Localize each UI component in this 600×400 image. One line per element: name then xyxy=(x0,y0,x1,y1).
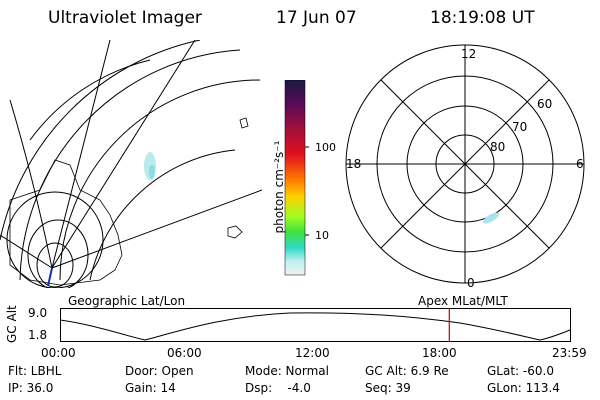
glat-info: GLat: -60.0 xyxy=(487,364,554,378)
x-tick-0000: 00:00 xyxy=(41,346,76,360)
date-label: 17 Jun 07 xyxy=(276,8,357,28)
lat-label-60: 60 xyxy=(537,97,553,111)
lat-label-80: 80 xyxy=(490,140,506,154)
mlt-label-6: 6 xyxy=(576,157,584,171)
gc-alt-tick-1-8: 1.8 xyxy=(28,328,48,342)
colorbar-tick-10: 10 xyxy=(315,229,329,242)
gain-info: Gain: 14 xyxy=(125,381,176,395)
gc-alt-info: GC Alt: 6.9 Re xyxy=(365,364,449,378)
lat-label-70: 70 xyxy=(512,120,528,134)
seq-info: Seq: 39 xyxy=(365,381,411,395)
ip-info: IP: 36.0 xyxy=(8,381,54,395)
instrument-title: Ultraviolet Imager xyxy=(48,8,202,28)
mode-info: Mode: Normal xyxy=(245,364,329,378)
x-tick-2359: 23:59 xyxy=(552,346,587,360)
dsp-info: Dsp: -4.0 xyxy=(245,381,311,395)
gc-alt-tick-9: 9.0 xyxy=(28,306,48,320)
apex-mlat-title: Apex MLat/MLT xyxy=(418,294,508,308)
geographic-latlon-title: Geographic Lat/Lon xyxy=(68,294,186,308)
geographic-map xyxy=(0,40,262,288)
colorbar xyxy=(284,80,309,276)
mlt-label-0: 0 xyxy=(467,276,475,290)
glon-info: GLon: 113.4 xyxy=(487,381,560,395)
polar-mlt-plot xyxy=(345,44,585,284)
gc-alt-axis-label: GC Alt xyxy=(5,305,19,343)
x-tick-0600: 06:00 xyxy=(167,346,202,360)
altitude-strip xyxy=(60,308,571,342)
x-tick-1200: 12:00 xyxy=(295,346,330,360)
door-info: Door: Open xyxy=(125,364,194,378)
filter-info: Flt: LBHL xyxy=(8,364,62,378)
mlt-label-12: 12 xyxy=(461,47,477,61)
x-tick-1800: 18:00 xyxy=(422,346,457,360)
mlt-label-18: 18 xyxy=(346,157,362,171)
colorbar-unit-label: photon cm⁻²s⁻¹ xyxy=(272,140,286,234)
time-label: 18:19:08 UT xyxy=(430,8,535,28)
colorbar-tick-100: 100 xyxy=(315,141,336,154)
